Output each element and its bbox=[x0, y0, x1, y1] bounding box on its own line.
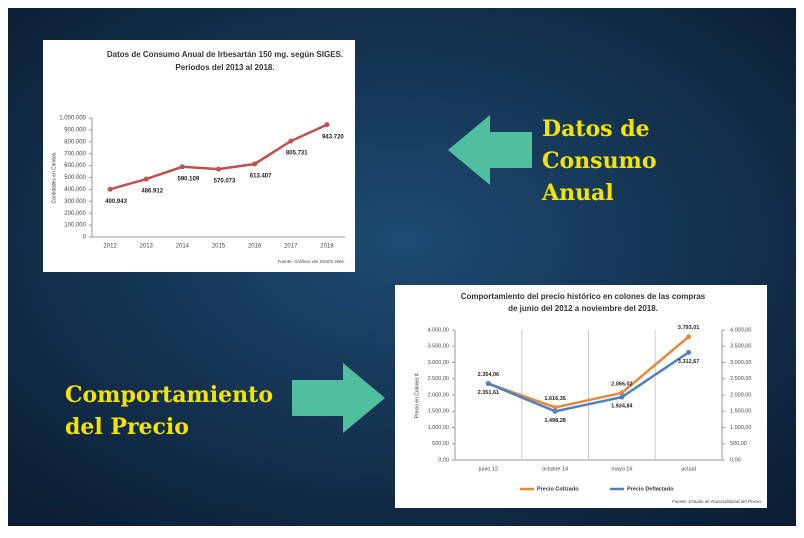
y-tick-label: 3.000,00 bbox=[428, 360, 449, 366]
data-label: 2.066,02 bbox=[611, 381, 632, 387]
chart-title: Periodos del 2013 al 2018. bbox=[175, 63, 274, 72]
y-tick-label: 500,00 bbox=[432, 441, 449, 447]
chart-title: Comportamiento del precio histórico en c… bbox=[461, 292, 706, 301]
slide-label: Anual bbox=[541, 180, 614, 206]
y2-tick-label: 3.500,00 bbox=[730, 344, 751, 350]
data-label: 3.312,67 bbox=[678, 359, 699, 365]
data-point bbox=[252, 161, 258, 167]
y-tick-label: 2.500,00 bbox=[428, 376, 449, 382]
y-tick-label: 0 bbox=[83, 235, 87, 241]
data-point bbox=[288, 138, 294, 144]
y2-tick-label: 1.000,00 bbox=[730, 425, 751, 431]
y2-tick-label: 2.500,00 bbox=[730, 376, 751, 382]
y-tick-label: 600.000 bbox=[64, 163, 86, 169]
x-tick-label: 2018 bbox=[320, 244, 334, 250]
y-tick-label: 700.000 bbox=[64, 151, 86, 157]
x-tick-label: mayo 16 bbox=[611, 466, 632, 472]
data-point bbox=[552, 404, 558, 410]
data-point bbox=[619, 394, 625, 400]
x-tick-label: 2013 bbox=[140, 244, 154, 250]
data-point bbox=[485, 381, 491, 387]
series-line bbox=[487, 351, 690, 413]
data-point bbox=[107, 186, 113, 192]
data-label: 943.720 bbox=[322, 134, 344, 140]
data-label: 805.731 bbox=[286, 151, 308, 157]
chart-panel bbox=[43, 40, 355, 272]
x-tick-label: 2015 bbox=[212, 244, 226, 250]
legend-label: Precio Deflactado bbox=[627, 486, 674, 492]
y-tick-label: 200.000 bbox=[64, 211, 86, 217]
y-tick-label: 2.000,00 bbox=[428, 392, 449, 398]
data-point bbox=[216, 166, 221, 172]
data-point bbox=[324, 122, 330, 128]
data-point bbox=[179, 164, 185, 170]
slide-label: Consumo bbox=[542, 148, 657, 174]
y-tick-label: 1.500,00 bbox=[428, 409, 449, 415]
y-tick-label: 300.000 bbox=[64, 199, 86, 205]
data-point bbox=[143, 176, 149, 182]
data-point bbox=[686, 349, 692, 355]
x-tick-label: octubre 14 bbox=[542, 466, 568, 472]
y-tick-label: 400.000 bbox=[64, 187, 86, 193]
x-tick-label: actual bbox=[681, 466, 696, 472]
source-note: Fuente: Estudio de Razonabilidad del Pre… bbox=[672, 499, 762, 504]
source-note: Fuente: Gráficos del SIGES-Web. bbox=[278, 259, 345, 264]
slide-label: del Precio bbox=[65, 414, 189, 440]
y-axis-label: Cantidades en Cientos. bbox=[51, 152, 57, 204]
chart-panel bbox=[395, 285, 767, 508]
y-tick-label: 4.000,00 bbox=[428, 327, 449, 333]
y-tick-label: 0,00 bbox=[438, 457, 449, 463]
legend-label: Precio Cotizado bbox=[537, 486, 579, 492]
y2-tick-label: 4.000,00 bbox=[730, 327, 751, 333]
slide-label: Comportamiento bbox=[65, 382, 273, 408]
y-tick-label: 3.500,00 bbox=[428, 344, 449, 350]
x-tick-label: 2012 bbox=[103, 244, 117, 250]
x-tick-label: 2016 bbox=[248, 244, 262, 250]
data-label: 570.073 bbox=[214, 179, 236, 185]
x-tick-label: 2017 bbox=[284, 244, 298, 250]
y-tick-label: 1.000,00 bbox=[428, 425, 449, 431]
data-point bbox=[552, 408, 558, 414]
data-label: 400.943 bbox=[105, 199, 127, 205]
data-label: 2.354,06 bbox=[478, 372, 499, 378]
arrow-right bbox=[292, 363, 385, 433]
x-tick-label: 2014 bbox=[176, 244, 190, 250]
data-label: 3.793,01 bbox=[678, 325, 699, 331]
data-label: 613.407 bbox=[250, 174, 272, 180]
y2-tick-label: 500,00 bbox=[730, 441, 747, 447]
data-label: 1.616,35 bbox=[544, 396, 565, 402]
y-axis-label: Precio en Colones ¢. bbox=[414, 372, 420, 418]
data-label: 1.498,28 bbox=[544, 418, 565, 424]
x-tick-label: junio 12 bbox=[478, 466, 498, 472]
y2-tick-label: 3.000,00 bbox=[730, 360, 751, 366]
y-tick-label: 900.000 bbox=[64, 127, 86, 133]
y-tick-label: 800.000 bbox=[64, 139, 86, 145]
y2-tick-label: 1.500,00 bbox=[730, 409, 751, 415]
data-label: 590.109 bbox=[178, 176, 200, 182]
data-label: 1.934,84 bbox=[611, 404, 633, 410]
series-line bbox=[487, 335, 690, 409]
data-label: 2.351,61 bbox=[478, 390, 499, 396]
chart-title: de junio del 2012 a noviembre del 2018. bbox=[508, 304, 658, 313]
chart-title: Datos de Consumo Anual de Irbesartán 150… bbox=[107, 50, 343, 59]
data-label: 486.912 bbox=[141, 189, 163, 195]
y-tick-label: 1.000.000 bbox=[59, 116, 86, 122]
y-tick-label: 100.000 bbox=[64, 223, 86, 229]
y2-tick-label: 0,00 bbox=[730, 457, 741, 463]
arrow-left bbox=[448, 115, 532, 185]
data-point bbox=[686, 334, 692, 340]
slide-label: Datos de bbox=[542, 116, 650, 142]
data-point bbox=[619, 390, 625, 396]
y2-tick-label: 2.000,00 bbox=[730, 392, 751, 398]
y-tick-label: 500.000 bbox=[64, 175, 86, 181]
